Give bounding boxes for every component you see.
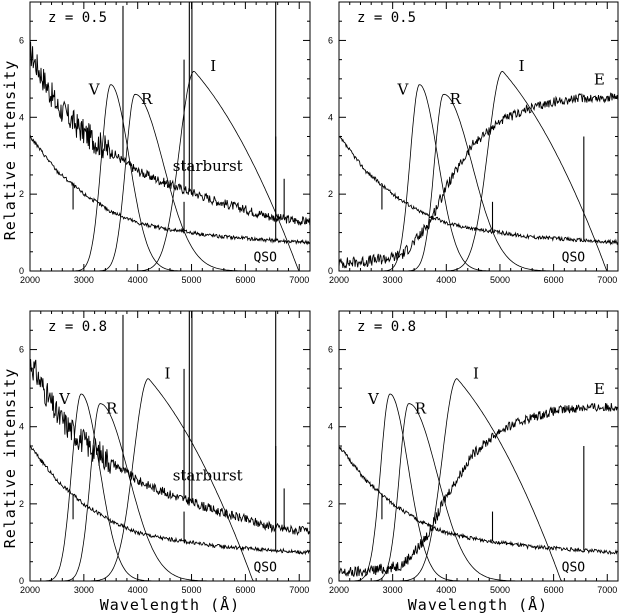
x-tick-label: 2000 (20, 275, 40, 285)
spectrum-E (338, 92, 619, 269)
y-tick-label: 0 (328, 266, 333, 276)
y-tick-label: 4 (19, 422, 24, 432)
filter-curve-I (387, 378, 618, 582)
filter-curve-R (91, 93, 253, 272)
redshift-label: z = 0.8 (357, 319, 416, 335)
x-tick-label: 3000 (383, 275, 403, 285)
y-tick-label: 4 (328, 422, 333, 432)
panel-1: 2000 3000 4000 5000 6000 7000 0 2 4 6 z = 0.5 V R Ist… (19, 1, 311, 285)
filter-label-R: R (141, 90, 153, 108)
filter-curve-R (56, 403, 218, 582)
x-tick-label: 7000 (289, 275, 309, 285)
y-tick-label: 6 (19, 345, 24, 355)
spectrum-QSO (29, 444, 311, 556)
filter-label-I: I (519, 57, 525, 75)
x-tick-label: 3000 (383, 585, 403, 595)
y-tick-label: 0 (19, 266, 24, 276)
panel-4: 2000 3000 4000 5000 6000 7000 0 2 4 6 z = 0.8 V R I E Q… (328, 310, 619, 595)
spectrum-QSO (338, 446, 618, 556)
y-axis-label-bottom: Relative intensity (1, 368, 19, 549)
filter-curve-R (365, 403, 527, 582)
redshift-label: z = 0.5 (48, 10, 107, 26)
spectrum-label-QSO: QSO (562, 560, 586, 575)
filter-label-I: I (210, 57, 216, 75)
x-axis-label-right: Wavelength (Å) (408, 595, 548, 614)
y-tick-label: 4 (19, 112, 24, 122)
spectrum-starburst (29, 359, 311, 537)
y-tick-label: 0 (19, 576, 24, 586)
filter-label-I: I (473, 365, 479, 383)
spectrum-label-QSO: QSO (253, 250, 277, 265)
x-tick-label: 5000 (182, 585, 202, 595)
y-tick-label: 4 (328, 112, 333, 122)
spectrum-label-QSO: QSO (562, 250, 586, 265)
x-tick-label: 4000 (436, 275, 456, 285)
x-tick-label: 2000 (329, 275, 349, 285)
y-tick-label: 0 (328, 576, 333, 586)
x-tick-label: 7000 (289, 585, 309, 595)
filter-curve-V (376, 84, 497, 272)
spectrum-QSO (338, 135, 619, 246)
y-tick-label: 6 (328, 35, 333, 45)
spectrum-label-E: E (594, 71, 605, 89)
x-tick-label: 2000 (20, 585, 40, 595)
x-tick-label: 6000 (544, 275, 564, 285)
redshift-label: z = 0.8 (48, 319, 107, 335)
filter-label-I: I (164, 365, 170, 383)
y-tick-label: 2 (19, 189, 24, 199)
filter-label-V: V (396, 81, 409, 99)
x-tick-label: 5000 (182, 275, 202, 285)
spectrum-label-E: E (594, 380, 605, 398)
x-tick-label: 2000 (329, 585, 349, 595)
x-tick-label: 3000 (74, 275, 94, 285)
y-tick-label: 2 (328, 499, 333, 509)
x-tick-label: 6000 (544, 585, 564, 595)
filter-curve-V (37, 393, 159, 582)
x-tick-label: 5000 (490, 275, 510, 285)
spectrum-label-QSO: QSO (253, 560, 277, 575)
filter-label-V: V (367, 390, 380, 408)
panel-2: 2000 3000 4000 5000 6000 7000 0 2 4 6 z = 0.5 V R I E Q… (328, 1, 619, 285)
filter-curve-V (346, 393, 467, 582)
y-tick-label: 2 (328, 189, 333, 199)
filter-label-R: R (106, 400, 118, 418)
spectrum-label-starburst: starburst (173, 467, 243, 485)
spectrum-label-starburst: starburst (173, 157, 243, 175)
filter-curve-V (67, 84, 188, 272)
x-tick-label: 6000 (235, 275, 255, 285)
x-tick-label: 4000 (128, 585, 148, 595)
x-tick-label: 7000 (597, 275, 617, 285)
spectrum-E (338, 402, 618, 578)
x-tick-label: 4000 (436, 585, 456, 595)
filter-label-R: R (415, 400, 427, 418)
spectrum-QSO (29, 135, 311, 246)
x-tick-label: 6000 (235, 585, 255, 595)
spectrum-starburst (29, 41, 311, 226)
filter-curve-R (400, 93, 562, 272)
filter-label-V: V (58, 390, 71, 408)
x-tick-label: 7000 (597, 585, 617, 595)
x-tick-label: 5000 (490, 585, 510, 595)
y-tick-label: 2 (19, 499, 24, 509)
x-tick-label: 4000 (128, 275, 148, 285)
filter-label-R: R (450, 90, 462, 108)
y-tick-label: 6 (19, 35, 24, 45)
filter-curve-I (124, 70, 310, 272)
y-axis-label-top: Relative intensity (1, 60, 19, 241)
y-tick-label: 6 (328, 345, 333, 355)
filter-curve-I (79, 378, 310, 582)
x-tick-label: 3000 (74, 585, 94, 595)
plot-frame (338, 310, 619, 582)
filter-label-V: V (88, 81, 101, 99)
redshift-label: z = 0.5 (357, 10, 416, 26)
filter-curve-I (433, 70, 618, 272)
panel-3: 2000 3000 4000 5000 6000 7000 0 2 4 6 z = 0.8 V R Ist… (19, 310, 311, 595)
x-axis-label-left: Wavelength (Å) (100, 595, 240, 614)
